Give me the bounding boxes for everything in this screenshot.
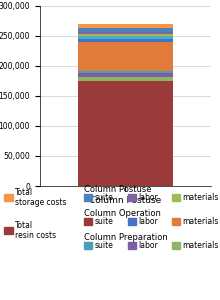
Text: Column Operation: Column Operation <box>84 208 160 217</box>
Text: Total
resin costs: Total resin costs <box>15 221 56 240</box>
Bar <box>78 77 173 81</box>
Text: labor: labor <box>138 217 158 226</box>
Bar <box>78 24 173 28</box>
Text: suite: suite <box>94 241 113 250</box>
Text: suite: suite <box>94 193 113 202</box>
Text: materials: materials <box>182 193 218 202</box>
Bar <box>78 71 173 73</box>
Text: labor: labor <box>138 241 158 250</box>
Bar <box>78 34 173 36</box>
Bar <box>78 32 173 34</box>
Text: materials: materials <box>182 241 218 250</box>
Bar <box>78 81 173 186</box>
Text: Total
storage costs: Total storage costs <box>15 188 66 207</box>
Text: Column Postuse: Column Postuse <box>84 184 151 194</box>
Bar <box>78 39 173 42</box>
Bar <box>78 73 173 77</box>
Text: suite: suite <box>94 217 113 226</box>
Bar <box>78 36 173 39</box>
Text: materials: materials <box>182 217 218 226</box>
Text: Column Preparation: Column Preparation <box>84 232 167 242</box>
Bar <box>78 42 173 71</box>
Text: labor: labor <box>138 193 158 202</box>
Bar <box>78 28 173 32</box>
